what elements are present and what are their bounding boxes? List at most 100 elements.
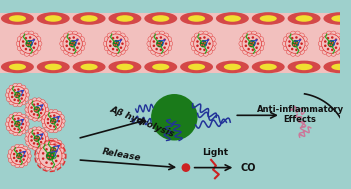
Circle shape	[106, 34, 126, 53]
Circle shape	[51, 121, 53, 123]
Circle shape	[37, 148, 42, 153]
Circle shape	[198, 51, 204, 56]
Ellipse shape	[144, 61, 177, 73]
Circle shape	[29, 49, 31, 51]
Circle shape	[35, 45, 41, 51]
Circle shape	[53, 151, 54, 153]
Circle shape	[40, 143, 45, 149]
Circle shape	[208, 42, 211, 45]
Circle shape	[120, 38, 122, 41]
Ellipse shape	[80, 15, 98, 22]
Ellipse shape	[144, 12, 177, 25]
Ellipse shape	[37, 61, 70, 73]
Circle shape	[6, 125, 12, 131]
Circle shape	[59, 148, 64, 153]
Circle shape	[11, 96, 13, 98]
Circle shape	[9, 85, 14, 91]
Circle shape	[45, 155, 50, 160]
Circle shape	[13, 128, 16, 130]
Circle shape	[35, 107, 37, 109]
Circle shape	[22, 123, 24, 125]
Circle shape	[158, 41, 160, 43]
Circle shape	[259, 41, 265, 46]
Circle shape	[156, 40, 164, 47]
Ellipse shape	[216, 61, 249, 73]
Circle shape	[25, 136, 30, 141]
Circle shape	[203, 49, 206, 51]
Circle shape	[114, 44, 115, 46]
Circle shape	[49, 115, 52, 118]
Circle shape	[17, 83, 22, 89]
Circle shape	[25, 107, 30, 112]
Circle shape	[240, 45, 245, 51]
Circle shape	[26, 153, 31, 159]
Circle shape	[41, 137, 44, 140]
Circle shape	[103, 41, 109, 46]
Circle shape	[15, 95, 17, 97]
Circle shape	[19, 149, 22, 152]
Circle shape	[6, 92, 11, 98]
Circle shape	[28, 101, 46, 118]
Circle shape	[207, 49, 212, 54]
Circle shape	[239, 41, 244, 46]
Circle shape	[13, 83, 18, 89]
Ellipse shape	[9, 15, 26, 22]
Circle shape	[33, 142, 35, 145]
Circle shape	[283, 41, 288, 46]
Circle shape	[22, 160, 28, 166]
Circle shape	[36, 110, 38, 112]
Circle shape	[40, 129, 45, 134]
Circle shape	[258, 36, 264, 42]
Circle shape	[45, 161, 48, 164]
Circle shape	[42, 114, 48, 120]
Circle shape	[47, 122, 49, 124]
Circle shape	[40, 163, 46, 168]
Circle shape	[15, 124, 17, 126]
Circle shape	[116, 36, 119, 39]
Circle shape	[335, 38, 337, 41]
Circle shape	[48, 127, 54, 133]
Circle shape	[196, 40, 199, 43]
Circle shape	[112, 48, 114, 50]
Ellipse shape	[108, 61, 141, 73]
Circle shape	[17, 36, 22, 42]
Circle shape	[57, 155, 59, 157]
Circle shape	[293, 41, 295, 43]
Circle shape	[9, 129, 14, 134]
Circle shape	[155, 48, 158, 50]
Ellipse shape	[1, 61, 34, 73]
Circle shape	[28, 44, 30, 46]
Circle shape	[25, 48, 27, 50]
Circle shape	[160, 42, 162, 44]
Circle shape	[247, 51, 252, 56]
Circle shape	[80, 41, 86, 46]
Ellipse shape	[260, 64, 277, 70]
Circle shape	[24, 121, 29, 127]
Circle shape	[17, 117, 20, 120]
Circle shape	[116, 51, 121, 56]
Circle shape	[302, 45, 307, 51]
Circle shape	[331, 36, 333, 39]
Circle shape	[155, 51, 160, 56]
Text: Aβ hydrolysis: Aβ hydrolysis	[108, 105, 176, 139]
Circle shape	[194, 34, 213, 53]
Circle shape	[45, 112, 62, 130]
Ellipse shape	[323, 12, 351, 25]
Circle shape	[42, 132, 48, 137]
Circle shape	[47, 118, 49, 120]
Circle shape	[251, 51, 257, 56]
Circle shape	[37, 143, 39, 145]
Circle shape	[32, 145, 38, 150]
Circle shape	[114, 41, 116, 43]
Circle shape	[55, 160, 58, 162]
Circle shape	[49, 125, 52, 127]
Circle shape	[25, 37, 27, 40]
Circle shape	[47, 157, 49, 158]
Circle shape	[40, 105, 42, 107]
Circle shape	[166, 45, 172, 51]
Circle shape	[296, 42, 298, 44]
Circle shape	[59, 122, 64, 128]
Circle shape	[55, 150, 58, 152]
Circle shape	[56, 140, 62, 146]
Circle shape	[51, 162, 53, 165]
